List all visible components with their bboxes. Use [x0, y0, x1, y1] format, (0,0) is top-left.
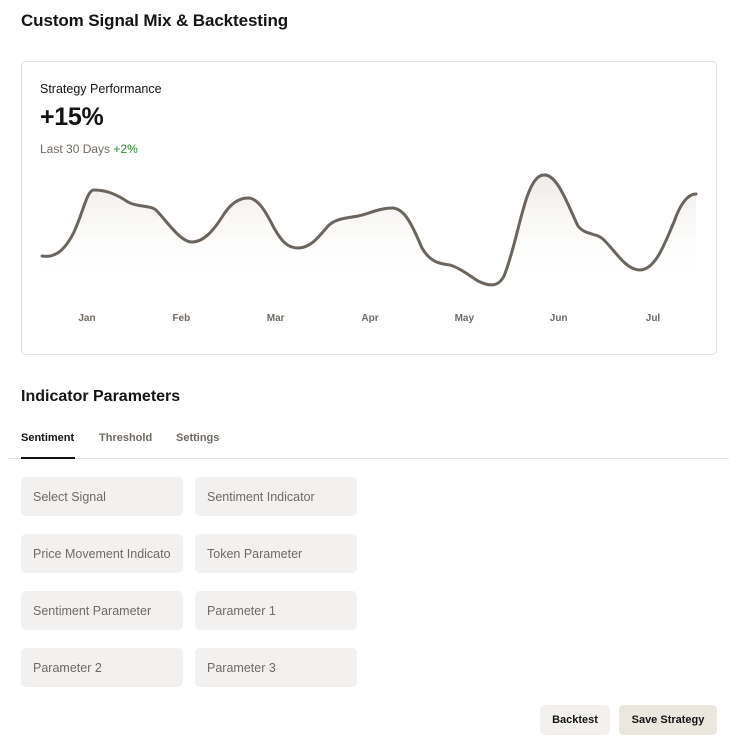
- performance-chart: Jan Feb Mar Apr May Jun Jul: [22, 62, 716, 354]
- x-tick-label: Jan: [78, 313, 95, 324]
- section-title-indicator-parameters: Indicator Parameters: [21, 388, 180, 406]
- parameter-tabs: Sentiment Threshold Settings: [8, 426, 729, 459]
- tab-sentiment[interactable]: Sentiment: [21, 426, 75, 459]
- parameter-2-field[interactable]: [21, 648, 183, 687]
- x-tick-label: Feb: [172, 313, 190, 324]
- price-movement-indicator-field[interactable]: [21, 534, 183, 573]
- select-signal-field[interactable]: [21, 477, 183, 516]
- tab-settings[interactable]: Settings: [176, 426, 219, 459]
- performance-card: Strategy Performance +15% Last 30 Days +…: [21, 61, 717, 355]
- parameter-3-field[interactable]: [195, 648, 357, 687]
- x-tick-label: May: [455, 313, 475, 324]
- x-tick-label: Jun: [550, 313, 568, 324]
- x-tick-label: Jul: [646, 313, 661, 324]
- x-tick-label: Mar: [267, 313, 285, 324]
- backtest-button[interactable]: Backtest: [540, 705, 610, 735]
- sentiment-indicator-field[interactable]: [195, 477, 357, 516]
- tab-threshold[interactable]: Threshold: [99, 426, 152, 459]
- token-parameter-field[interactable]: [195, 534, 357, 573]
- sentiment-parameter-field[interactable]: [21, 591, 183, 630]
- parameter-1-field[interactable]: [195, 591, 357, 630]
- x-tick-label: Apr: [361, 313, 378, 324]
- save-strategy-button[interactable]: Save Strategy: [619, 705, 717, 735]
- page-title: Custom Signal Mix & Backtesting: [21, 11, 288, 31]
- chart-area: [42, 175, 696, 285]
